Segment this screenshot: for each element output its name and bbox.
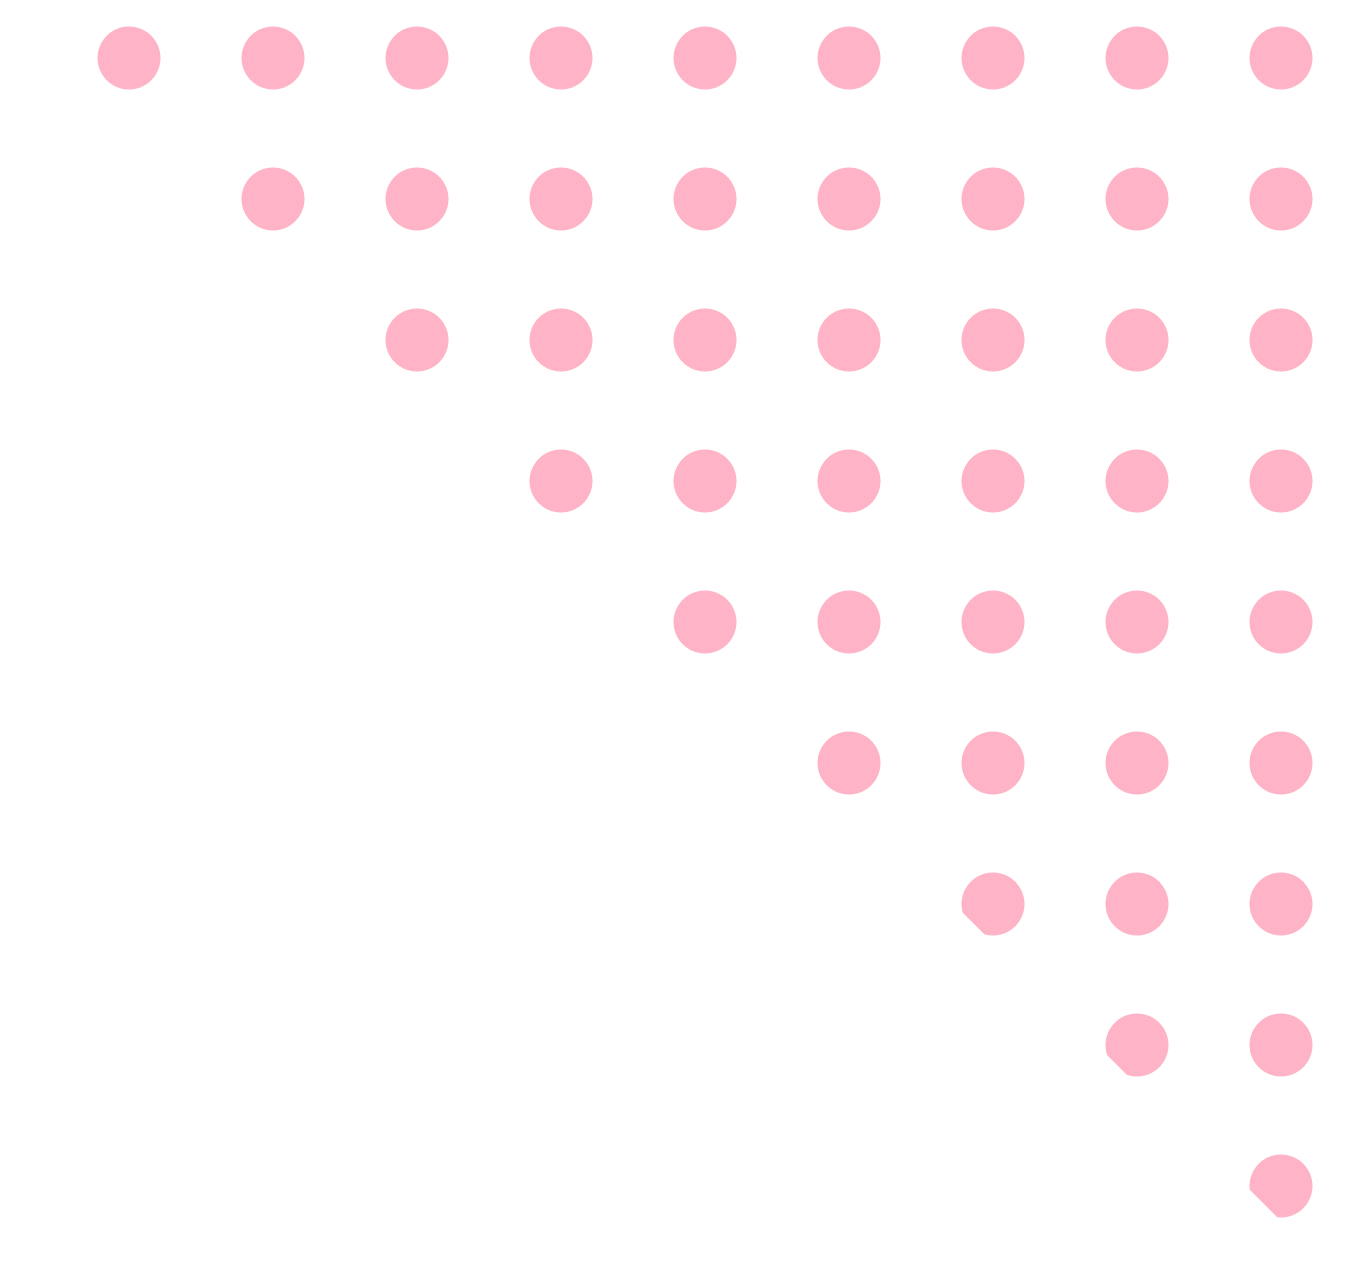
dot	[385, 26, 449, 90]
dot	[529, 26, 593, 90]
dot	[673, 26, 737, 90]
dot	[961, 731, 1025, 795]
dot	[817, 26, 881, 90]
dot	[241, 167, 305, 231]
dot	[817, 449, 881, 513]
dot	[529, 449, 593, 513]
dot	[817, 590, 881, 654]
dot	[529, 308, 593, 372]
dot	[961, 308, 1025, 372]
dot	[817, 308, 881, 372]
dot	[1249, 308, 1313, 372]
dot	[1249, 26, 1313, 90]
dot	[1105, 872, 1169, 936]
dot	[1105, 167, 1169, 231]
dot	[385, 167, 449, 231]
dot	[961, 872, 1025, 936]
dot	[961, 26, 1025, 90]
dot	[1105, 26, 1169, 90]
dot	[673, 590, 737, 654]
dot	[1105, 308, 1169, 372]
dot	[1249, 167, 1313, 231]
dot	[1249, 1154, 1313, 1218]
dot	[385, 308, 449, 372]
dot	[1105, 590, 1169, 654]
dot	[673, 449, 737, 513]
dot	[1105, 1013, 1169, 1077]
dot	[817, 731, 881, 795]
dot	[961, 449, 1025, 513]
dot	[1105, 449, 1169, 513]
dot	[529, 167, 593, 231]
dot	[1249, 1013, 1313, 1077]
dot	[97, 26, 161, 90]
dot	[1249, 731, 1313, 795]
dot	[673, 308, 737, 372]
dot	[673, 167, 737, 231]
dot	[1249, 449, 1313, 513]
dot	[1105, 731, 1169, 795]
dot	[1249, 872, 1313, 936]
dot	[1249, 590, 1313, 654]
dot	[241, 26, 305, 90]
dot	[961, 167, 1025, 231]
dot	[817, 167, 881, 231]
dot	[961, 590, 1025, 654]
